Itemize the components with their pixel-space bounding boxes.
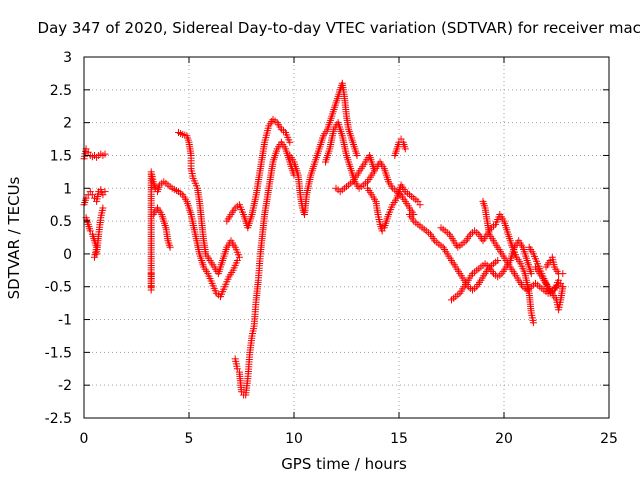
x-tick-label: 10 <box>285 431 303 447</box>
point-track-a <box>101 150 109 158</box>
y-tick-label: -1 <box>58 313 72 329</box>
y-tick-label: 1 <box>63 181 72 197</box>
point-track-s <box>559 270 567 278</box>
point-track-b <box>101 188 109 196</box>
y-tick-label: 1.5 <box>50 148 72 164</box>
point-track-h <box>286 138 294 146</box>
plot-frame <box>83 56 610 419</box>
x-tick-label: 15 <box>390 431 408 447</box>
y-tick-label: 2.5 <box>50 83 72 99</box>
x-tick-label: 25 <box>600 431 618 447</box>
y-tick-label: 0 <box>63 247 72 263</box>
y-tick-label: -1.5 <box>45 345 72 361</box>
y-tick-label: -2 <box>58 378 72 394</box>
point-track-k <box>370 165 378 173</box>
x-axis-label: GPS time / hours <box>281 455 407 473</box>
point-track-e <box>166 243 174 251</box>
point-track-i <box>353 152 361 159</box>
x-tick-label: 5 <box>185 431 194 447</box>
point-track-f <box>235 253 243 261</box>
point-track-c <box>99 204 107 212</box>
y-tick-labels: -2.5 -2 -1.5 -1 -0.5 0 0.5 1 1.5 2 2.5 3 <box>45 50 72 427</box>
x-tick-labels: 0 5 10 15 20 25 <box>80 431 618 447</box>
point-track-l <box>416 201 424 209</box>
x-tick-label: 0 <box>80 431 89 447</box>
data-points <box>80 79 567 399</box>
y-tick-label: -0.5 <box>45 280 72 296</box>
point-track-m <box>401 145 409 153</box>
y-axis-label: SDTVAR / TECUs <box>5 176 23 299</box>
point-track-t <box>555 276 563 284</box>
point-track-p <box>527 270 535 278</box>
y-tick-label: 3 <box>63 50 72 66</box>
point-track-n <box>494 257 502 264</box>
y-tick-label: 2 <box>63 116 72 132</box>
x-tick-label: 20 <box>495 431 513 447</box>
point-track-r <box>559 283 567 291</box>
point-track-o <box>529 319 537 327</box>
y-tick-label: -2.5 <box>45 411 72 427</box>
grid-lines <box>84 57 609 418</box>
chart-title: Day 347 of 2020, Sidereal Day-to-day VTE… <box>38 19 640 37</box>
axis-ticks <box>83 56 610 419</box>
y-tick-label: 0.5 <box>50 214 72 230</box>
